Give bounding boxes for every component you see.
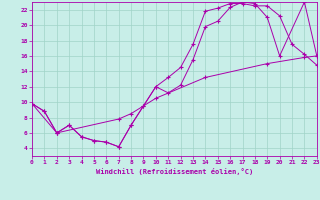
X-axis label: Windchill (Refroidissement éolien,°C): Windchill (Refroidissement éolien,°C) — [96, 168, 253, 175]
